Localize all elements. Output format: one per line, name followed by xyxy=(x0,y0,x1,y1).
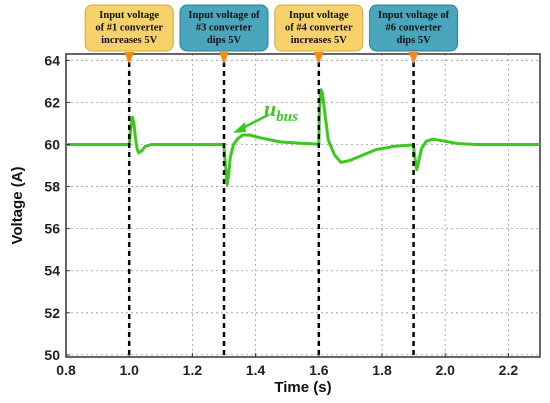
x-tick-label: 1.0 xyxy=(119,362,139,378)
callout-box xyxy=(369,4,459,52)
event-marker xyxy=(124,52,135,64)
series-line-ubus xyxy=(66,88,540,186)
x-axis-title: Time (s) xyxy=(274,379,331,396)
plot-area xyxy=(65,53,541,358)
y-tick-label: 62 xyxy=(44,94,60,110)
callout-box xyxy=(179,4,269,52)
x-tick-label: 1.2 xyxy=(183,362,203,378)
event-marker xyxy=(219,52,229,64)
callout-box xyxy=(274,4,364,52)
series-label-arrowhead xyxy=(233,122,246,133)
y-tick-label: 50 xyxy=(44,347,60,363)
grid xyxy=(66,54,540,357)
callout-text: Input voltage xyxy=(99,10,159,21)
x-tick-label: 1.6 xyxy=(309,362,329,378)
y-tick-label: 64 xyxy=(44,52,60,68)
x-tick-label: 2.2 xyxy=(499,362,519,378)
y-tick-label: 60 xyxy=(44,136,60,152)
callout-box xyxy=(84,4,174,52)
x-tick-label: 2.0 xyxy=(435,362,455,378)
series-label-subscript: bus xyxy=(276,109,298,125)
callout-text: dips 5V xyxy=(207,35,242,46)
callout-text: Input voltage of xyxy=(378,10,450,21)
series-layer xyxy=(66,88,540,186)
x-tick-label: 1.4 xyxy=(246,362,266,378)
callout-text: of #4 converter xyxy=(285,23,353,34)
event-marker xyxy=(408,52,419,64)
callout-text: of #1 converter xyxy=(95,23,163,34)
callout-text: #6 converter xyxy=(385,23,442,34)
event-marker xyxy=(313,52,324,64)
y-tick-label: 54 xyxy=(44,263,60,279)
series-label-ubus: ubus xyxy=(264,96,298,125)
callout-text: increases 5V xyxy=(291,35,348,46)
x-tick-label: 1.8 xyxy=(372,362,392,378)
callout-text: dips 5V xyxy=(397,35,432,46)
y-axis-title: Voltage (A) xyxy=(9,166,26,244)
callout-text: increases 5V xyxy=(101,35,158,46)
series-label-group: ubus xyxy=(233,96,298,133)
tick-labels: 0.8 1.0 1.2 1.4 1.6 1.8 2.0 2.2 50 52 54 56 58 60 62 64 xyxy=(44,52,518,378)
y-tick-label: 56 xyxy=(44,221,60,237)
callout-text: Input voltage of xyxy=(188,10,260,21)
series-label-main: u xyxy=(264,96,276,121)
event-lines xyxy=(124,52,419,357)
y-tick-label: 58 xyxy=(44,179,60,195)
callout-text: Input voltage xyxy=(289,10,349,21)
callout-text: #3 converter xyxy=(196,23,253,34)
x-tick-label: 0.8 xyxy=(56,362,76,378)
y-tick-label: 52 xyxy=(44,305,60,321)
